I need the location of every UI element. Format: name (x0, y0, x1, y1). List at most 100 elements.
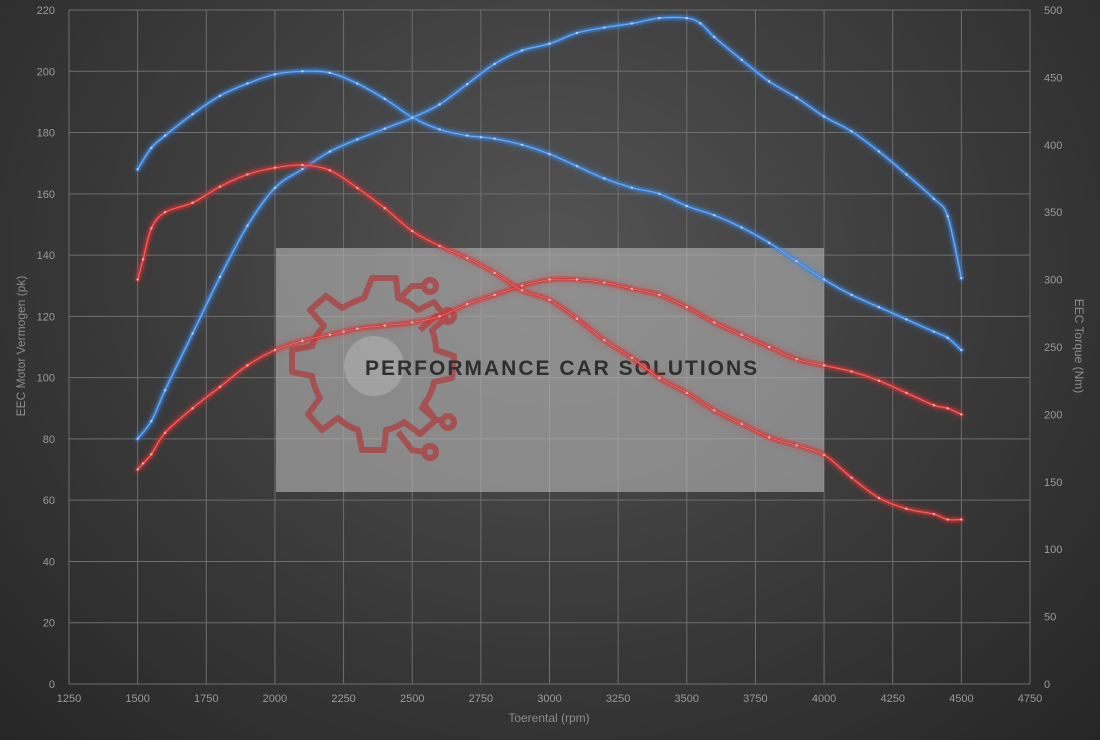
data-point (795, 96, 798, 99)
data-point (932, 404, 936, 407)
data-point (465, 82, 469, 86)
data-point (520, 289, 524, 292)
data-point (685, 391, 688, 395)
x-tick-label: 3250 (606, 693, 630, 705)
data-point (795, 260, 798, 263)
series-line (136, 16, 963, 440)
data-point (877, 379, 881, 382)
data-point (246, 364, 249, 367)
y-left-tick-label: 60 (43, 495, 55, 507)
data-point (685, 16, 688, 20)
series-highlight (137, 70, 962, 351)
series-line (136, 70, 963, 352)
x-tick-label: 2750 (469, 693, 493, 705)
data-point (946, 336, 949, 340)
data-point (740, 226, 743, 229)
data-point (438, 128, 441, 131)
y-right-tick-label: 400 (1044, 140, 1062, 152)
data-point (946, 215, 949, 218)
data-point (960, 277, 963, 280)
data-point (877, 150, 881, 153)
data-point (932, 512, 936, 516)
data-point (630, 22, 634, 25)
data-point (301, 339, 304, 343)
x-tick-label: 3000 (537, 693, 561, 705)
data-point (356, 138, 359, 141)
data-point (603, 177, 606, 180)
data-point (795, 358, 798, 361)
y-right-tick-label: 300 (1044, 275, 1062, 287)
data-point (465, 256, 469, 260)
data-point (479, 135, 483, 139)
data-point (465, 302, 469, 306)
brand-name: PERFORMANCE CAR SOLUTIONS (365, 357, 759, 380)
data-point (163, 211, 167, 214)
data-point (520, 49, 524, 52)
data-point (685, 305, 688, 309)
data-point (150, 146, 153, 150)
data-point (630, 356, 634, 359)
data-point (218, 185, 222, 188)
y-left-tick-label: 200 (37, 66, 55, 78)
data-point (150, 227, 153, 230)
data-point (493, 62, 496, 66)
x-tick-label: 2500 (400, 693, 424, 705)
y-left-axis-ticks: 0 20 40 60 80 100 120 140 160 180 200 220 (37, 5, 55, 691)
data-point (767, 241, 771, 245)
series-2 (134, 276, 965, 473)
data-point (946, 518, 949, 521)
data-point (767, 345, 771, 349)
series-line (136, 163, 963, 522)
x-axis-ticks: 1250 1500 1750 2000 2250 2500 2750 3000 3250 3500… (57, 693, 1042, 705)
y-left-tick-label: 180 (37, 128, 55, 140)
data-point (273, 186, 277, 190)
data-point (493, 293, 496, 297)
y-left-tick-label: 0 (49, 679, 55, 691)
y-right-tick-label: 450 (1044, 72, 1062, 84)
data-point (465, 134, 469, 137)
data-point (246, 82, 249, 85)
watermark: PERFORMANCE CAR SOLUTIONS (276, 248, 824, 492)
data-point (548, 152, 551, 156)
y-right-axis-title: EEC Torque (Nm) (1072, 299, 1086, 393)
data-point (713, 321, 716, 324)
data-point (191, 201, 194, 204)
y-left-tick-label: 220 (37, 5, 55, 17)
y-left-tick-label: 160 (37, 189, 55, 201)
data-point (932, 330, 936, 333)
data-point (383, 97, 386, 101)
data-point (946, 407, 949, 410)
data-point (905, 318, 908, 321)
data-point (822, 115, 826, 118)
data-point (246, 224, 249, 227)
data-point (136, 278, 139, 281)
data-point (383, 206, 386, 210)
x-tick-label: 2250 (331, 693, 355, 705)
data-point (713, 214, 716, 217)
x-tick-label: 1750 (194, 693, 218, 705)
x-tick-label: 4000 (812, 693, 836, 705)
data-point (191, 407, 194, 410)
data-point (411, 116, 414, 120)
data-point (630, 287, 634, 290)
y-left-tick-label: 80 (43, 434, 55, 446)
data-point (141, 462, 145, 465)
x-tick-label: 4500 (949, 693, 973, 705)
series-4 (134, 161, 965, 523)
data-point (630, 186, 634, 189)
data-point (658, 376, 661, 380)
y-left-tick-label: 140 (37, 250, 55, 262)
data-point (356, 82, 359, 85)
data-point (383, 127, 386, 130)
data-point (141, 258, 145, 261)
data-point (603, 26, 606, 29)
data-point (301, 70, 304, 73)
data-point (699, 22, 702, 25)
x-tick-label: 1500 (125, 693, 149, 705)
data-point (740, 422, 743, 426)
y-left-axis-title: EEC Motor Vermogen (pk) (14, 276, 28, 417)
data-point (136, 168, 139, 171)
series-highlight (137, 164, 962, 521)
data-point (163, 388, 167, 392)
